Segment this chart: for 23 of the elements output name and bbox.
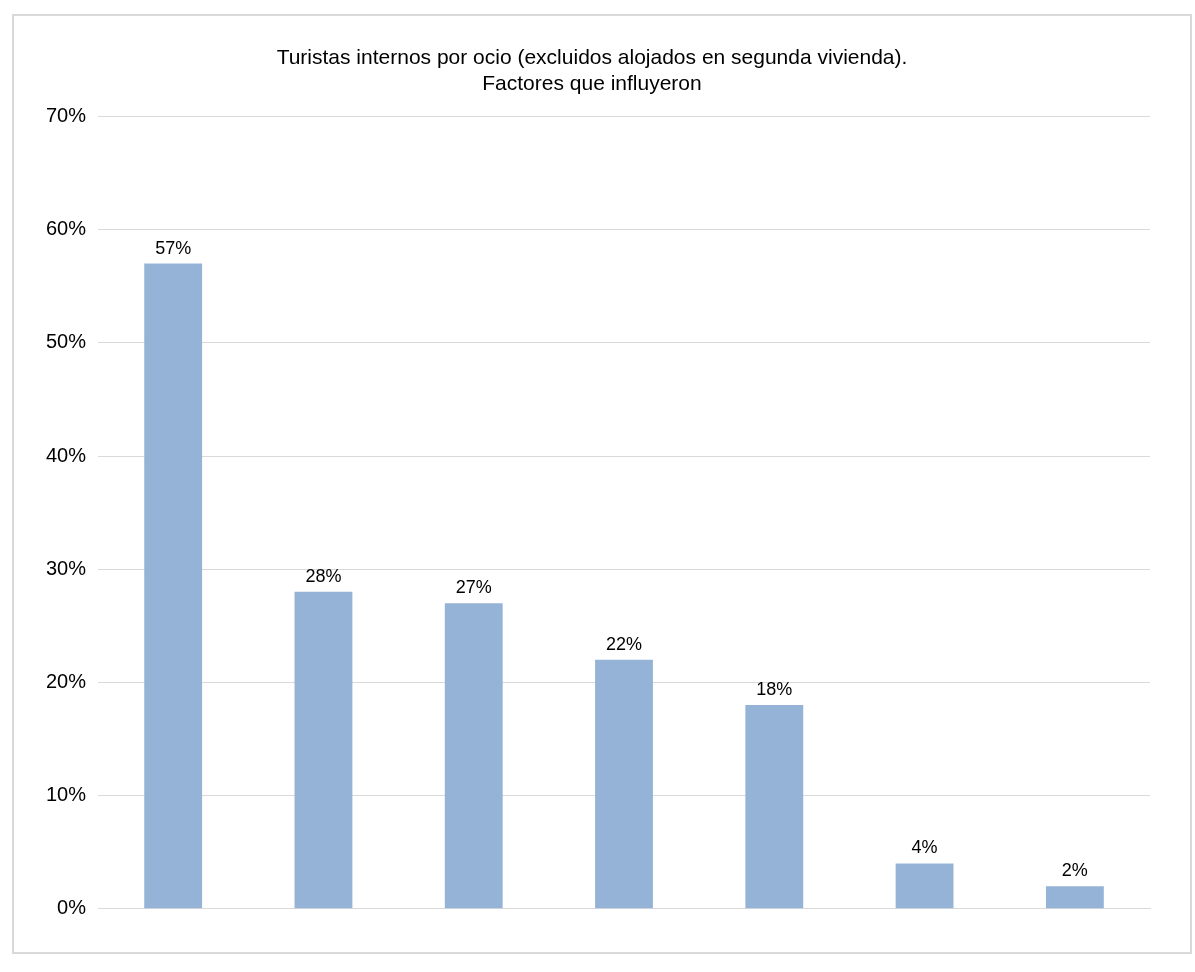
data-label: 28% — [305, 565, 342, 586]
chart-title: Turistas internos por ocio (excluidos alojados en segunda vivienda). Factores que influyeron — [276, 45, 908, 94]
bar — [1045, 886, 1104, 909]
y-tick-label: 0% — [57, 896, 87, 919]
bar — [895, 863, 954, 909]
y-tick-label: 10% — [46, 783, 87, 806]
y-tick-label: 20% — [46, 669, 87, 692]
bar — [745, 705, 804, 909]
data-label: 4% — [911, 837, 938, 858]
y-tick-label: 60% — [46, 217, 87, 240]
y-tick-label: 40% — [46, 443, 87, 466]
data-label: 2% — [1061, 860, 1088, 881]
data-label: 18% — [756, 679, 793, 700]
y-tick-label: 70% — [46, 103, 87, 126]
data-label: 27% — [455, 577, 492, 598]
data-label: 57% — [155, 237, 192, 258]
bar — [294, 591, 353, 909]
y-tick-label: 30% — [46, 556, 87, 579]
bar — [444, 603, 503, 909]
data-label: 22% — [606, 633, 643, 654]
y-tick-label: 50% — [46, 330, 87, 353]
bar — [144, 263, 203, 909]
bar — [595, 659, 653, 909]
